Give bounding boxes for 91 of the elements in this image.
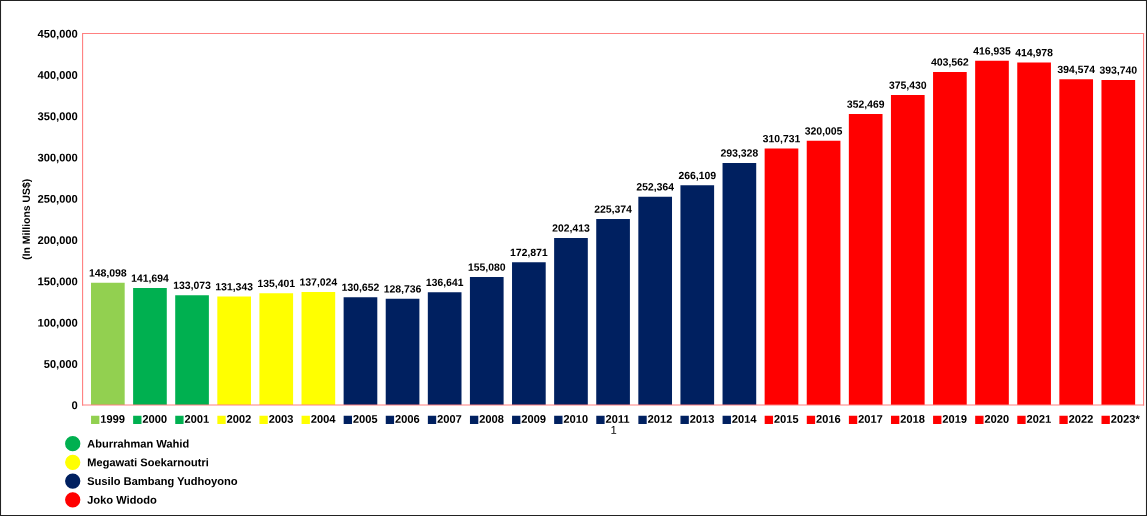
legend-label: Joko Widodo (87, 495, 157, 504)
bar (722, 162, 757, 406)
x-tick-label: 2010 (563, 415, 588, 423)
data-label: 155,080 (468, 263, 506, 273)
data-label: 141,694 (131, 274, 169, 284)
legend-label: Aburrahman Wahid (87, 439, 189, 448)
y-tick-label: 50,000 (44, 360, 78, 370)
data-label: 403,562 (931, 58, 969, 68)
data-label: 414,978 (1015, 48, 1053, 58)
bar (680, 185, 715, 406)
bar (806, 140, 841, 406)
bar (638, 196, 673, 406)
bar (933, 71, 967, 406)
data-label: 252,364 (636, 183, 674, 192)
x-tick-label: 2000 (142, 415, 167, 423)
bar (427, 292, 462, 406)
data-label: 375,430 (889, 81, 927, 91)
y-tick-label: 0 (71, 401, 78, 410)
y-tick-label: 250,000 (37, 194, 78, 205)
bar (890, 95, 925, 406)
data-label: 310,731 (762, 134, 801, 144)
x-tick-label: 2014 (732, 415, 757, 423)
data-label: 172,871 (510, 248, 548, 258)
x-tick-label: 2017 (858, 415, 883, 423)
data-label: 394,574 (1057, 65, 1095, 75)
bar (1017, 62, 1051, 406)
legend-label: Susilo Bambang Yudhoyono (87, 476, 238, 488)
bar (91, 282, 125, 406)
data-label: 225,374 (594, 205, 632, 215)
data-label: 202,413 (552, 224, 590, 234)
x-tick-label: 2005 (353, 415, 378, 423)
data-label: 137,024 (300, 278, 338, 288)
data-label: 416,935 (973, 47, 1011, 57)
x-tick-label: 2002 (226, 415, 251, 423)
data-label: 352,469 (847, 100, 885, 110)
x-tick-label: 2001 (184, 415, 209, 423)
data-label: 293,328 (720, 149, 758, 159)
bar (1101, 79, 1136, 406)
x-tick-label: 2007 (437, 415, 462, 423)
x-tick-label: 2018 (900, 415, 925, 423)
y-axis-title: (In Millions US$) (22, 179, 33, 260)
data-label: 148,098 (89, 269, 127, 279)
bar (133, 288, 167, 406)
bar (554, 237, 588, 406)
x-tick-label: 1999 (100, 415, 125, 423)
x-tick-label: 2006 (395, 415, 420, 423)
data-label: 130,652 (342, 283, 379, 293)
bar (848, 114, 883, 406)
x-tick-label: 2019 (942, 415, 967, 423)
x-tick-label: 2016 (816, 415, 841, 423)
data-label: 133,073 (173, 281, 211, 291)
legend-label: Megawati Soekarnoutri (87, 458, 209, 469)
y-tick-label: 100,000 (38, 318, 78, 329)
bar (343, 297, 378, 406)
x-tick-label: 2009 (521, 415, 546, 423)
bar (217, 296, 251, 406)
x-tick-label: 2022 (1069, 415, 1093, 423)
y-tick-label: 350,000 (37, 112, 78, 122)
text: 1 (611, 426, 617, 434)
data-label: 266,109 (678, 171, 716, 181)
x-tick-label: 2004 (311, 415, 336, 423)
x-tick-label: 2003 (269, 415, 293, 423)
data-label: 128,736 (384, 285, 422, 295)
x-tick-label: 2020 (984, 415, 1009, 423)
y-tick-label: 150,000 (38, 277, 78, 287)
data-label: 135,401 (258, 279, 295, 289)
x-tick-label: 2021 (1026, 415, 1051, 423)
data-label: 320,005 (805, 127, 843, 137)
bar (259, 293, 294, 406)
x-tick-label: 2023* (1111, 415, 1140, 423)
bar (385, 298, 420, 406)
bar (596, 218, 630, 406)
bar (469, 277, 504, 406)
y-tick-label: 450,000 (37, 29, 78, 40)
bar (975, 60, 1009, 406)
data-label: 131,343 (215, 283, 253, 292)
y-tick-label: 200,000 (37, 236, 78, 246)
y-tick-label: 300,000 (37, 153, 78, 164)
y-tick-label: 400,000 (37, 71, 78, 81)
data-label: 136,641 (426, 278, 464, 288)
x-tick-label: 2012 (647, 415, 672, 423)
x-tick-label: 2008 (479, 415, 504, 423)
data-label: 393,740 (1099, 66, 1137, 76)
x-tick-label: 2013 (690, 415, 715, 423)
bar (175, 295, 209, 406)
x-tick-label: 2011 (605, 415, 630, 423)
bar (764, 148, 799, 406)
x-tick-label: 2015 (774, 415, 799, 423)
bar (301, 291, 336, 406)
bar (512, 262, 546, 406)
bar (1059, 79, 1094, 406)
